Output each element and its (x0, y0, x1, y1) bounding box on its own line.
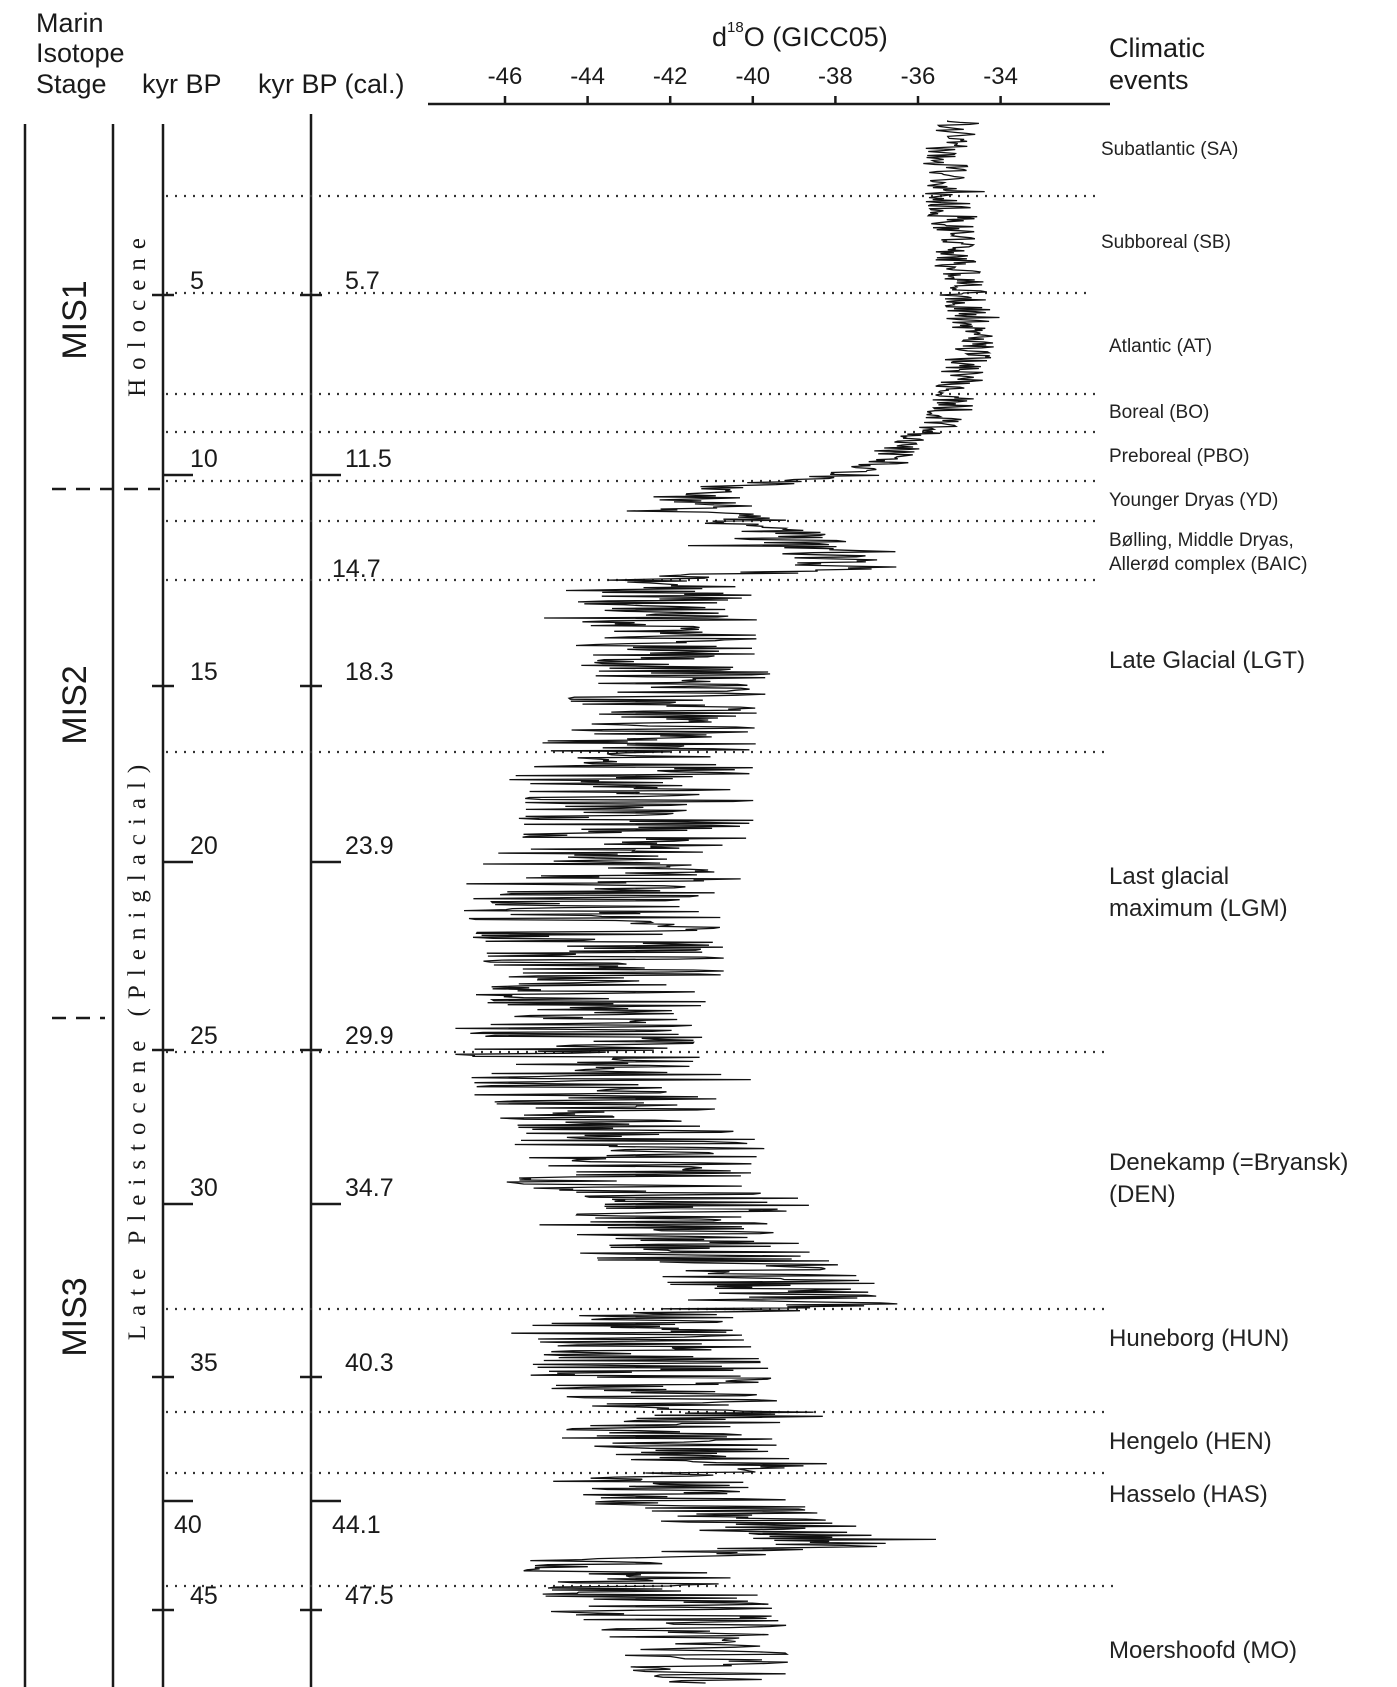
climatic-event-line: Hengelo (HEN) (1109, 1428, 1272, 1455)
climatic-event-label: Younger Dryas (YD) (1109, 490, 1278, 511)
d18o-axis: -46 -44 -42 -40 -38 -36 -34 (488, 63, 1018, 104)
climatic-event-label: Moershoofd (MO) (1109, 1637, 1297, 1664)
climatic-event-line: Preboreal (PBO) (1109, 446, 1249, 467)
climatic-event-label: Denekamp (=Bryansk) (DEN) (1109, 1149, 1348, 1208)
climatic-event-label: Atlantic (AT) (1109, 336, 1212, 357)
cal-tick-label: 5.7 (345, 267, 380, 295)
kyr-bp-header: kyr BP (142, 69, 222, 99)
d18o-suffix: O (GICC05) (744, 22, 888, 52)
climatic-event-label: Last glacial maximum (LGM) (1109, 863, 1288, 922)
climatic-event-line: Denekamp (=Bryansk) (1109, 1149, 1348, 1176)
climatic-event-line: Late Glacial (LGT) (1109, 647, 1305, 674)
climatic-event-label: Hasselo (HAS) (1109, 1481, 1268, 1508)
climatic-event-line: Hasselo (HAS) (1109, 1481, 1268, 1508)
climatic-event-label: Subboreal (SB) (1101, 232, 1231, 253)
pleistocene-label: Late Pleistocene (Pleniglacial) (124, 756, 151, 1340)
x-tick-label: -40 (735, 63, 770, 90)
events-title-line: Climatic (1109, 33, 1205, 63)
kyr-tick-label: 10 (190, 445, 218, 473)
cal-tick-label: 11.5 (345, 445, 392, 473)
cal-tick-label: 18.3 (345, 658, 394, 686)
events-title-line: events (1109, 65, 1189, 95)
climatic-events: Subatlantic (SA) Subboreal (SB) Atlantic (… (1101, 139, 1348, 1664)
mis-dividers (52, 487, 160, 1020)
kyr-tick-label: 25 (190, 1022, 218, 1050)
cal-tick-label: 23.9 (345, 832, 394, 860)
climatic-event-line: Allerød complex (BAIC) (1109, 554, 1308, 575)
climatic-event-line: (DEN) (1109, 1181, 1176, 1208)
climatic-event-label: Bølling, Middle Dryas, Allerød complex (B… (1109, 530, 1308, 575)
kyr-tick-label: 45 (190, 1582, 218, 1610)
x-tick-label: -42 (653, 63, 688, 90)
climatic-event-label: Subatlantic (SA) (1101, 139, 1238, 160)
climatic-event-line: Huneborg (HUN) (1109, 1325, 1289, 1352)
d18o-superscript: 18 (727, 19, 744, 36)
x-tick-label: -34 (983, 63, 1018, 90)
mis-title-line: Marin (36, 8, 104, 38)
kyr-tick-label: 35 (190, 1349, 218, 1377)
d18o-prefix: d (712, 22, 727, 52)
mis-stages: MIS1 MIS2 MIS3 (56, 280, 94, 1356)
climatic-event-line: Moershoofd (MO) (1109, 1637, 1297, 1664)
holocene-label: Holocene (124, 229, 151, 397)
climatic-event-line: maximum (LGM) (1109, 895, 1288, 922)
climatic-event-line: Atlantic (AT) (1109, 336, 1212, 357)
climatic-event-label: Boreal (BO) (1109, 402, 1209, 423)
d18o-series-line (455, 120, 1000, 1684)
x-tick-label: -44 (570, 63, 605, 90)
mis-label: MIS3 (56, 1277, 94, 1356)
d18o-axis-title: d18O (GICC05) (712, 19, 888, 52)
climatic-event-label: Huneborg (HUN) (1109, 1325, 1289, 1352)
x-tick-label: -36 (901, 63, 936, 90)
climatic-event-line: Bølling, Middle Dryas, (1109, 530, 1294, 551)
cal-tick-label: 34.7 (345, 1174, 394, 1202)
kyr-tick-label: 15 (190, 658, 218, 686)
cal-tick-label: 44.1 (332, 1511, 381, 1539)
epochs: Holocene Late Pleistocene (Pleniglacial) (124, 229, 151, 1340)
column-lines (23, 102, 1110, 1687)
kyr-tick-label: 40 (174, 1511, 202, 1539)
x-tick-label: -38 (818, 63, 853, 90)
climatic-event-label: Hengelo (HEN) (1109, 1428, 1272, 1455)
cal-tick-label: 29.9 (345, 1022, 394, 1050)
x-tick-label: -46 (488, 63, 523, 90)
climatic-event-line: Boreal (BO) (1109, 402, 1209, 423)
climatic-event-line: Subatlantic (SA) (1101, 139, 1238, 160)
mis-label: MIS1 (56, 280, 94, 359)
climatic-event-label: Preboreal (PBO) (1109, 446, 1249, 467)
kyr-tick-label: 30 (190, 1174, 218, 1202)
cal-tick-label: 40.3 (345, 1349, 394, 1377)
d18o-series (455, 120, 1000, 1684)
climatic-event-label: Late Glacial (LGT) (1109, 647, 1305, 674)
age-axis: 5 5.7 10 11.5 14.7 15 18.3 20 23.9 25 29.9 30 34.7 35… (152, 267, 394, 1612)
climatic-event-line: Younger Dryas (YD) (1109, 490, 1278, 511)
header: Marin Isotope Stage kyr BP kyr BP (cal.)… (36, 8, 1205, 99)
kyr-bp-cal-header: kyr BP (cal.) (258, 69, 405, 99)
cal-tick-label: 47.5 (345, 1582, 394, 1610)
climatic-event-line: Subboreal (SB) (1101, 232, 1231, 253)
cal-tick-label: 14.7 (332, 555, 381, 583)
kyr-tick-label: 20 (190, 832, 218, 860)
kyr-tick-label: 5 (190, 267, 204, 295)
mis-title-line: Isotope (36, 38, 125, 68)
climatic-event-line: Last glacial (1109, 863, 1229, 890)
mis-label: MIS2 (56, 665, 94, 744)
mis-title-line: Stage (36, 69, 107, 99)
